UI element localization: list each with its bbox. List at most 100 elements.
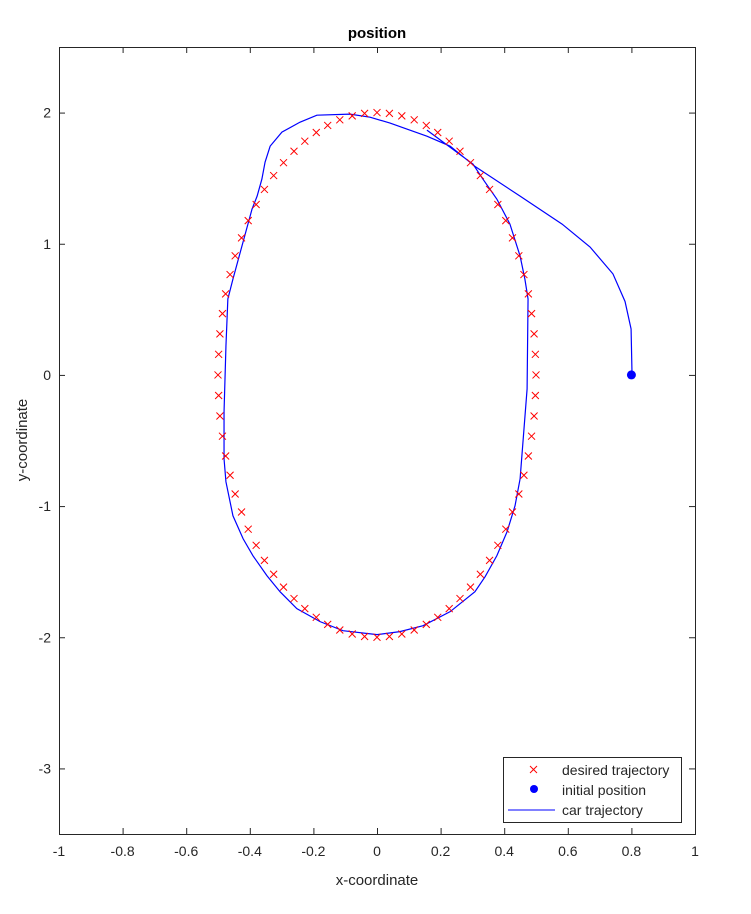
desired-trajectory-point [514, 251, 523, 260]
desired-trajectory-point [290, 594, 298, 603]
desired-trajectory-point [501, 525, 510, 534]
desired-trajectory-point [237, 233, 246, 242]
desired-trajectory-point [410, 626, 419, 634]
desired-trajectory-point [269, 171, 278, 180]
desired-trajectory-point [312, 128, 321, 137]
desired-trajectory-point [335, 115, 344, 124]
desired-trajectory-point [214, 391, 223, 400]
x-tick-label: 1 [691, 843, 699, 859]
legend-label-initial: initial position [562, 782, 646, 798]
desired-trajectory-point [312, 613, 321, 622]
x-tick-label: 0.8 [622, 843, 642, 859]
desired-trajectory-point [493, 200, 502, 209]
desired-trajectory-point [244, 525, 253, 534]
desired-trajectory-point [508, 508, 517, 516]
desired-trajectory-point [216, 330, 224, 338]
desired-trajectory-point [527, 309, 536, 318]
desired-trajectory-point [385, 109, 394, 118]
desired-trajectory-point [323, 121, 332, 130]
desired-trajectory-point [244, 216, 253, 225]
y-tick-label: 1 [43, 236, 51, 252]
desired-trajectory-point [252, 541, 261, 550]
desired-trajectory-point [422, 620, 431, 629]
desired-trajectory-point [231, 490, 240, 498]
y-tick-label: -1 [39, 498, 52, 514]
x-tick-label: -0.6 [174, 843, 198, 859]
initial-position-point [626, 370, 636, 380]
legend-label-car: car trajectory [562, 802, 643, 818]
x-tick-label: 0.6 [558, 843, 578, 859]
desired-trajectory-point [422, 121, 431, 130]
desired-trajectory-point [252, 200, 261, 209]
desired-trajectory-point [524, 290, 533, 298]
desired-trajectory-point [360, 109, 369, 118]
desired-trajectory-point [279, 583, 288, 591]
desired-trajectory-point [290, 147, 298, 156]
desired-trajectory-point [485, 556, 494, 565]
desired-trajectory-point [514, 490, 523, 498]
y-tick-label: -3 [39, 760, 52, 776]
desired-trajectory-point [348, 112, 357, 120]
desired-trajectory-point [216, 412, 224, 420]
desired-trajectory-point [445, 137, 454, 146]
legend: desired trajectory initial position car … [503, 757, 682, 823]
axes-background [59, 47, 695, 834]
desired-trajectory-point [493, 541, 502, 550]
desired-trajectory-point [269, 570, 278, 579]
y-tick-label: -2 [39, 629, 52, 645]
desired-trajectory-point [530, 330, 538, 338]
desired-trajectory-point [360, 632, 369, 641]
desired-trajectory-point [231, 251, 240, 260]
desired-trajectory-point [501, 216, 510, 225]
desired-trajectory-point [260, 185, 269, 194]
desired-trajectory-point [323, 620, 332, 629]
desired-trajectory-point [531, 391, 540, 400]
desired-trajectory-point [531, 350, 540, 359]
desired-trajectory-point [397, 630, 406, 638]
desired-trajectory-point [385, 632, 394, 641]
desired-trajectory-point [530, 412, 538, 420]
x-tick-label: -1 [53, 843, 66, 859]
desired-trajectory-point [214, 350, 223, 359]
desired-trajectory-point [532, 371, 540, 379]
desired-trajectory-point [237, 508, 246, 516]
desired-trajectory-point [348, 630, 357, 638]
desired-trajectory-point [279, 158, 288, 167]
chart-title: position [348, 25, 406, 42]
desired-trajectory-point [466, 583, 475, 591]
desired-trajectory-point [527, 432, 536, 441]
desired-trajectory-point [520, 270, 528, 279]
y-tick-label: 2 [43, 105, 51, 121]
desired-trajectory-point [226, 270, 234, 279]
desired-trajectory-point [433, 613, 442, 622]
desired-trajectory-point [476, 570, 485, 579]
desired-trajectory-point [520, 471, 528, 480]
desired-trajectory-point [456, 594, 464, 603]
x-tick-label: -0.4 [238, 843, 262, 859]
legend-marker-desired [529, 765, 538, 774]
x-tick-label: -0.8 [111, 843, 135, 859]
desired-trajectory-point [300, 604, 309, 613]
desired-trajectory-point [433, 128, 442, 137]
x-tick-label: -0.2 [301, 843, 325, 859]
desired-trajectory-point [226, 471, 234, 480]
desired-trajectory-point [260, 556, 269, 565]
desired-trajectory-point [221, 290, 230, 298]
desired-trajectory-point [445, 604, 454, 613]
desired-trajectory-point [485, 185, 494, 194]
legend-label-desired: desired trajectory [562, 762, 669, 778]
car-trajectory-line [223, 113, 633, 636]
x-axis-label: x-coordinate [336, 872, 419, 889]
desired-trajectory-point [456, 147, 464, 156]
desired-trajectory-point [466, 158, 475, 167]
y-axis-label: y-coordinate [14, 399, 31, 482]
desired-trajectory-point [335, 626, 344, 634]
desired-trajectory-point [218, 432, 227, 441]
x-tick-label: 0.4 [494, 843, 514, 859]
desired-trajectory-point [214, 371, 222, 379]
legend-marker-initial [530, 785, 538, 793]
desired-trajectory-point [410, 115, 419, 124]
desired-trajectory-point [524, 452, 533, 460]
desired-trajectory-point [221, 452, 230, 460]
